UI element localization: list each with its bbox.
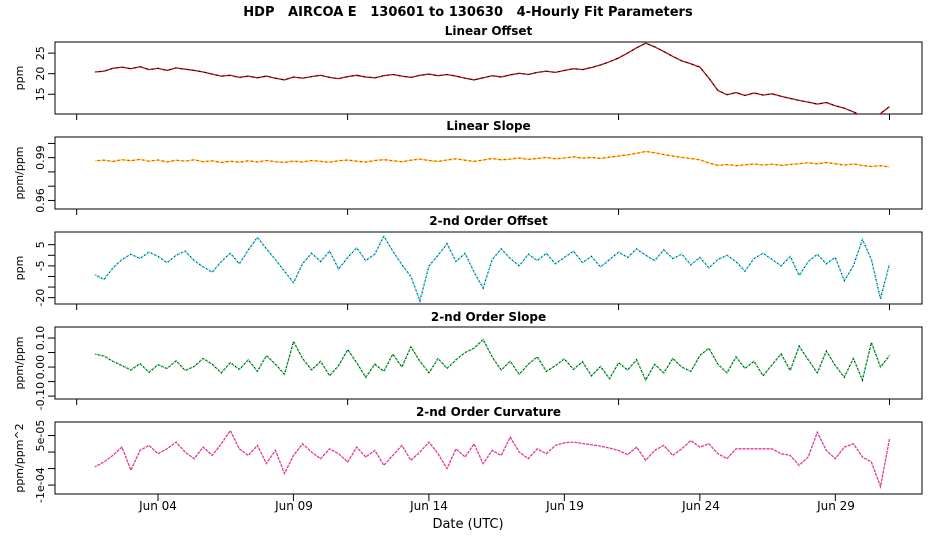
series-points: [94, 338, 891, 383]
series-points: [94, 429, 891, 490]
panel-title-2nd-order-curvature: 2-nd Order Curvature: [415, 405, 562, 419]
panel-box: [54, 231, 923, 305]
series-line: [94, 338, 891, 383]
panel-title-2nd-order-offset: 2-nd Order Offset: [429, 214, 548, 228]
x-tick-label: Jun 29: [817, 499, 855, 513]
y-tick-label: -5: [34, 260, 47, 271]
y-tick-label: 0.99: [34, 145, 47, 170]
x-tick-label: Jun 19: [546, 499, 584, 513]
series-line: [94, 150, 890, 168]
series-line: [94, 234, 891, 303]
series-points: [94, 42, 890, 114]
y-tick-label: 0.10: [34, 326, 47, 351]
y-tick-label: 25: [34, 46, 47, 60]
x-axis-label: Date (UTC): [432, 517, 504, 532]
panel-box: [54, 326, 923, 400]
x-tick-label: Jun 04: [139, 499, 177, 513]
panel-box: [54, 421, 923, 495]
panel-box: [54, 136, 923, 210]
y-tick-label: 20: [34, 67, 47, 81]
y-tick-label: -20: [34, 289, 47, 307]
y-tick-label: 5: [34, 241, 47, 248]
y-tick-label: 0.96: [34, 188, 47, 213]
y-axis-label-panel5: ppm/ppm^2: [13, 423, 26, 493]
panel-title-linear-slope: Linear Slope: [446, 119, 531, 133]
series-points: [94, 150, 890, 168]
figure-title: HDP AIRCOA E 130601 to 130630 4-Hourly F…: [243, 5, 693, 20]
panel-title-2nd-order-slope: 2-nd Order Slope: [430, 310, 547, 324]
y-tick-label: -0.10: [34, 382, 47, 410]
y-axis-label-panel4: ppm/ppm: [13, 336, 26, 390]
series-line: [94, 429, 891, 490]
series-line: [94, 42, 890, 114]
series-points: [94, 234, 891, 303]
y-axis-label-panel2: ppm/ppm: [13, 146, 26, 200]
panel-box: [54, 41, 923, 115]
y-tick-label: 15: [34, 87, 47, 101]
y-tick-label: -1e-04: [34, 467, 47, 503]
y-axis-label-panel1: ppm: [13, 65, 26, 91]
y-tick-label: 5e-05: [34, 420, 47, 452]
panel-title-linear-offset: Linear Offset: [444, 24, 533, 38]
y-tick-label: 0.00: [34, 355, 47, 380]
x-tick-label: Jun 09: [275, 499, 313, 513]
x-tick-label: Jun 24: [682, 499, 720, 513]
x-tick-label: Jun 14: [410, 499, 448, 513]
y-axis-label-panel3: ppm: [13, 255, 26, 281]
